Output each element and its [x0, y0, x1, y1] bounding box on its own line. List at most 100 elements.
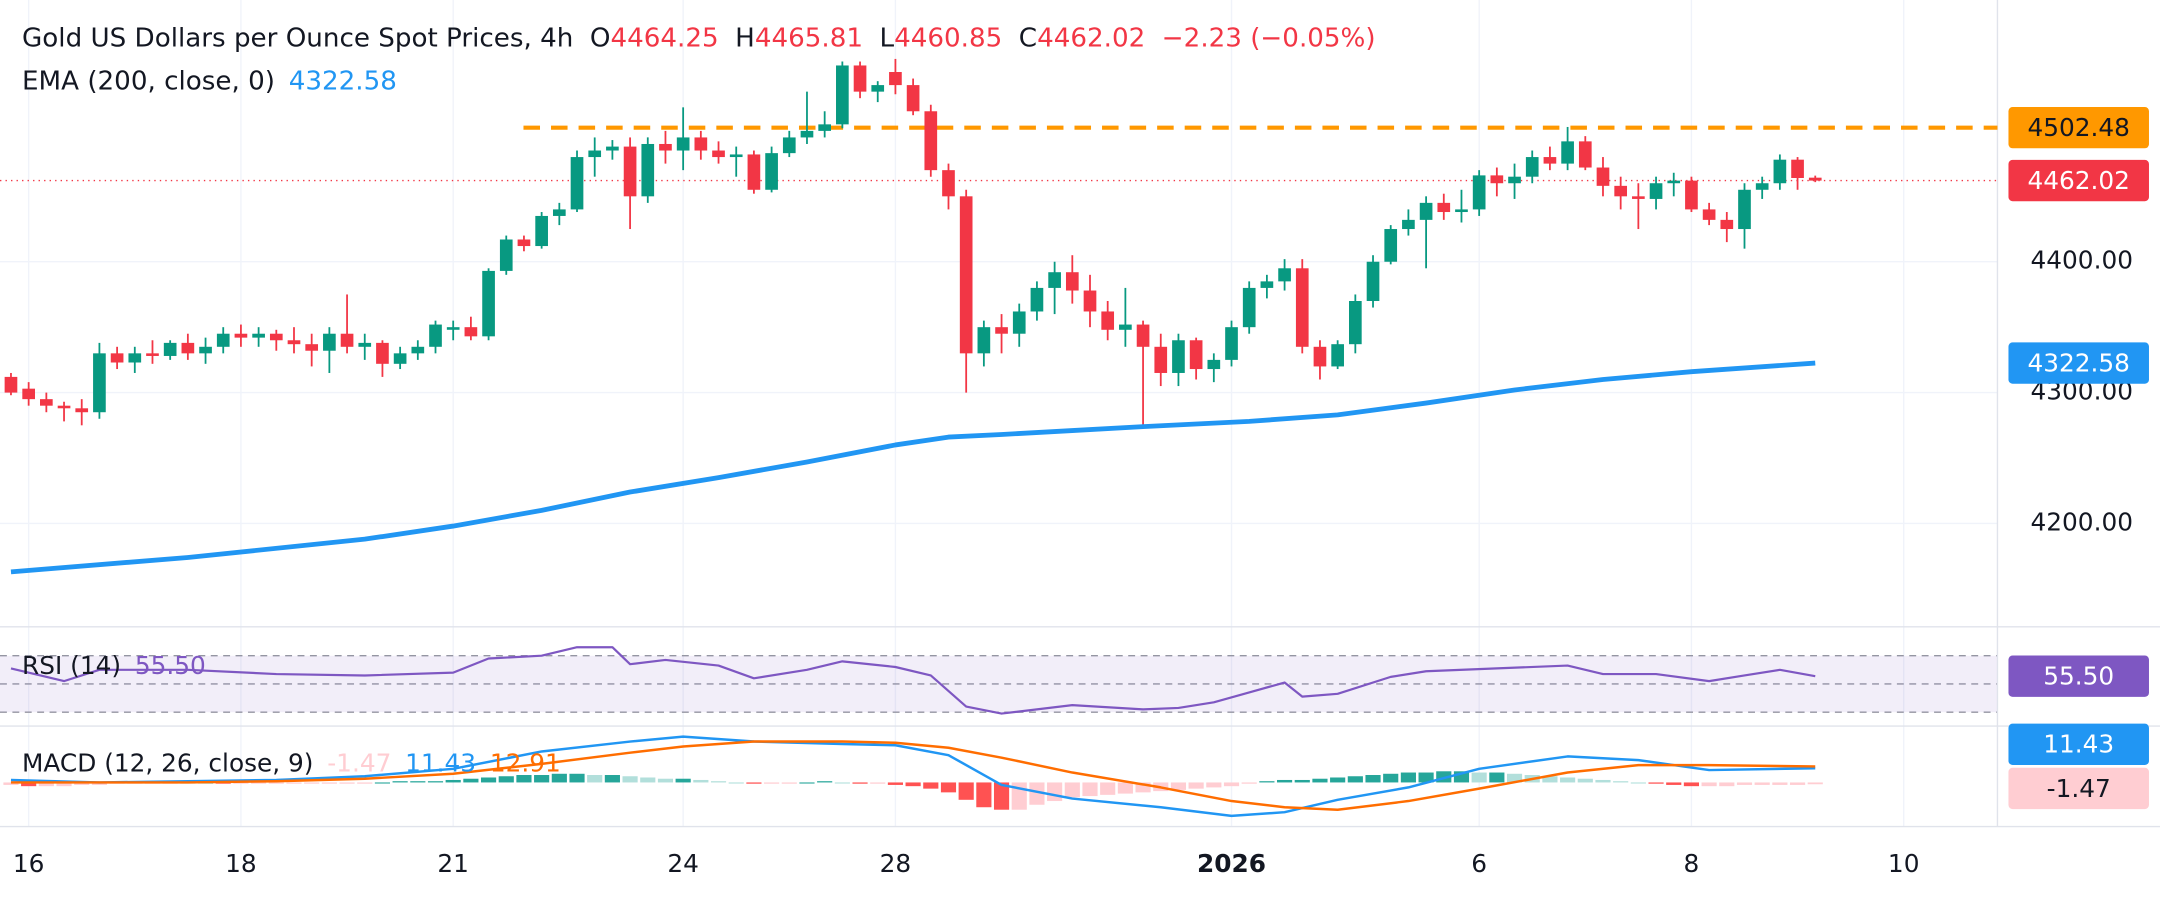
- macd-histogram-bar: [1418, 772, 1434, 783]
- candle-body: [1490, 175, 1504, 184]
- candle-body: [1065, 272, 1079, 291]
- macd-name: MACD (12, 26, close, 9): [22, 749, 313, 778]
- candle-body: [747, 154, 761, 190]
- candle-body: [977, 327, 991, 354]
- macd-line: [10, 735, 1816, 818]
- candle-body: [517, 239, 531, 247]
- rsi-line: [10, 646, 1816, 715]
- macd-histogram-bar: [1683, 782, 1700, 787]
- macd-histogram-bar: [1064, 782, 1080, 798]
- resistance-badge: 4502.48: [2027, 113, 2129, 142]
- macd-histogram-bar: [251, 782, 267, 784]
- header: Gold US Dollars per Ounce Spot Prices, 4…: [22, 23, 1376, 53]
- ema-badge: 4322.58: [2027, 348, 2129, 377]
- ema-name: EMA (200, close, 0): [22, 66, 275, 96]
- change-pct: (−0.05%): [1250, 23, 1375, 53]
- chart-title: Gold US Dollars per Ounce Spot Prices, 4…: [22, 23, 573, 53]
- candle-body: [340, 333, 354, 347]
- ohlc-value: 4465.81: [755, 23, 863, 53]
- candle-body: [358, 342, 372, 347]
- macd-histogram-bar: [1082, 782, 1098, 797]
- macd-histogram-bar: [1100, 782, 1116, 795]
- candle-body: [1632, 196, 1645, 199]
- ohlc-letter: O: [590, 23, 611, 53]
- macd-histogram-bar: [551, 773, 567, 783]
- macd-histogram-bar: [1400, 772, 1416, 783]
- macd-histogram-bar: [587, 775, 603, 783]
- candle-body: [1508, 176, 1521, 184]
- macd-histogram-bar: [1789, 782, 1806, 785]
- candle-body: [924, 111, 938, 171]
- candle-body: [694, 137, 708, 151]
- candle-body: [1331, 344, 1344, 367]
- macd-histogram-bar: [1506, 773, 1523, 783]
- candle-body: [22, 388, 35, 400]
- macd-histogram-bar: [1047, 782, 1063, 802]
- macd-histogram-bar: [516, 775, 532, 783]
- candle-body: [93, 353, 106, 413]
- macd-histogram-bar: [374, 782, 391, 784]
- macd-histogram-bar: [1701, 782, 1717, 787]
- macd-histogram-bar: [1666, 782, 1682, 785]
- macd-histogram-bar: [1277, 779, 1293, 783]
- x-tick-label: 10: [1888, 849, 1920, 878]
- candle-body: [659, 143, 672, 151]
- macd-histogram-bar: [569, 773, 585, 783]
- macd-histogram-bar: [445, 779, 461, 783]
- histogram-badge: -1.47: [2047, 774, 2111, 803]
- candle-body: [1012, 311, 1026, 334]
- candle-body: [323, 333, 336, 351]
- candle-body: [606, 146, 619, 151]
- candle-body: [782, 137, 796, 154]
- macd-histogram-bar: [1630, 782, 1646, 784]
- candle-body: [1384, 229, 1398, 262]
- candle-body: [1755, 183, 1769, 190]
- macd-histogram-bar: [1754, 782, 1770, 785]
- macd-histogram-bar: [693, 779, 709, 783]
- candle-body: [216, 333, 230, 347]
- macd-histogram-bar: [1206, 782, 1222, 788]
- candle-body: [871, 85, 885, 92]
- macd-histogram-bar: [781, 782, 797, 784]
- macd-histogram-bar: [38, 782, 54, 787]
- macd-histogram-bar: [1453, 771, 1470, 783]
- candle-body: [959, 196, 973, 354]
- macd-badge: 11.43: [2043, 730, 2114, 759]
- candle-body: [163, 342, 177, 356]
- candle-body: [411, 346, 425, 354]
- candle-body: [146, 353, 159, 356]
- macd-histogram-bar: [1188, 782, 1204, 789]
- candle-body: [269, 333, 283, 341]
- candle-body: [287, 340, 301, 345]
- macd-histogram-bar: [728, 782, 744, 784]
- macd-histogram-bar: [1383, 773, 1399, 783]
- macd-badge-bg: [2008, 723, 2149, 765]
- candle-body: [712, 150, 725, 158]
- candle-body: [376, 342, 389, 364]
- candle-body: [1738, 189, 1751, 230]
- macd-histogram-bar: [1312, 778, 1328, 783]
- candle-body: [623, 146, 637, 197]
- macd-histogram-bar: [463, 778, 479, 783]
- macd-histogram-bar: [710, 781, 727, 783]
- candle-body: [1278, 268, 1291, 282]
- y-tick-label: 4400.00: [2031, 246, 2133, 275]
- candle-body: [252, 333, 265, 338]
- candle-body: [1366, 261, 1380, 302]
- ohlc-value: 4462.02: [1037, 23, 1145, 53]
- candle-body: [588, 150, 602, 158]
- macd-histogram-bar: [834, 782, 850, 784]
- candle-body: [1561, 141, 1574, 164]
- macd-histogram-bar: [993, 782, 1010, 810]
- macd-line: [10, 740, 1816, 811]
- candle-body: [942, 170, 955, 197]
- macd-histogram-bar: [410, 781, 426, 783]
- candle-body: [429, 324, 442, 347]
- ohlc-value: 4460.85: [894, 23, 1002, 53]
- candle-body: [234, 333, 248, 338]
- candle-body: [75, 408, 89, 413]
- macd-histogram-bar: [976, 782, 992, 808]
- close-badge-bg: [2008, 159, 2149, 202]
- ema-line: [10, 360, 1816, 575]
- macd-histogram-bar: [21, 782, 37, 787]
